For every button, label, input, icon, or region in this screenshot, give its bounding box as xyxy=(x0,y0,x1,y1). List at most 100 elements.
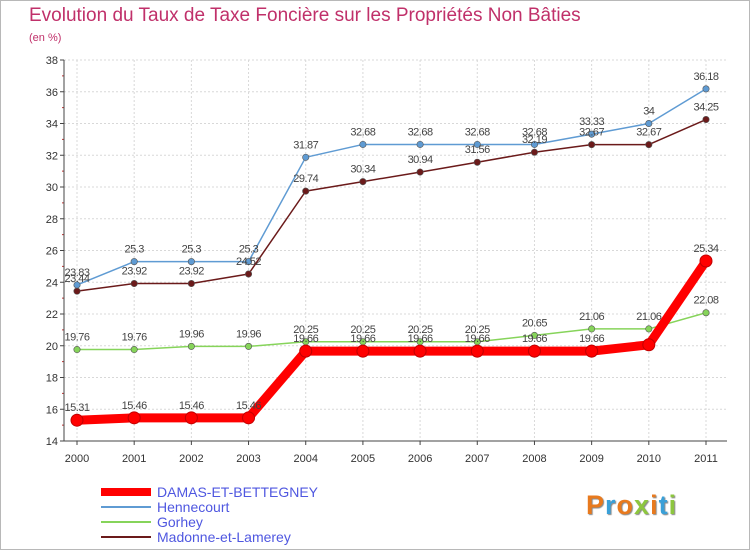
data-point xyxy=(530,140,538,148)
data-point xyxy=(473,140,481,148)
legend-label: Gorhey xyxy=(157,514,203,530)
data-label: 19.76 xyxy=(122,332,147,344)
data-point xyxy=(130,280,138,288)
x-tick-label: 2008 xyxy=(522,453,546,465)
data-point xyxy=(245,342,253,350)
data-label: 15.46 xyxy=(179,400,204,412)
data-point xyxy=(187,342,195,350)
data-point xyxy=(413,344,427,358)
data-label: 19.66 xyxy=(408,333,433,345)
data-label: 25.3 xyxy=(124,244,144,256)
data-label: 23.44 xyxy=(64,273,89,285)
y-axis-unit: (en %) xyxy=(29,32,62,44)
data-point xyxy=(73,287,81,295)
data-point xyxy=(187,280,195,288)
data-label: 24.52 xyxy=(236,256,261,268)
data-point xyxy=(702,309,710,317)
data-label: 31.56 xyxy=(465,144,490,156)
data-label: 21.06 xyxy=(636,311,661,323)
data-label: 31.87 xyxy=(293,139,318,151)
data-label: 25.34 xyxy=(693,243,718,255)
data-label: 29.74 xyxy=(293,173,318,185)
x-tick-label: 2003 xyxy=(236,453,260,465)
data-point xyxy=(588,130,596,138)
data-point xyxy=(530,331,538,339)
y-tick-label: 22 xyxy=(46,309,58,321)
data-label: 23.92 xyxy=(122,266,147,278)
legend-label: DAMAS-ET-BETTEGNEY xyxy=(157,484,319,500)
data-label: 20.25 xyxy=(465,324,490,336)
data-label: 34 xyxy=(643,106,655,118)
legend-swatch xyxy=(101,521,151,523)
series-line xyxy=(72,256,711,425)
data-label: 30.34 xyxy=(350,164,375,176)
data-label: 30.94 xyxy=(408,154,433,166)
data-label: 20.25 xyxy=(350,324,375,336)
data-point xyxy=(530,148,538,156)
legend-label: Hennecourt xyxy=(157,499,230,515)
data-label: 32.67 xyxy=(636,127,661,139)
data-point xyxy=(184,411,198,425)
data-label: 32.67 xyxy=(579,127,604,139)
data-point xyxy=(127,411,141,425)
data-point xyxy=(416,168,424,176)
x-tick-label: 2007 xyxy=(465,453,489,465)
data-point xyxy=(473,158,481,166)
data-label: 19.66 xyxy=(522,333,547,345)
data-label: 15.46 xyxy=(122,400,147,412)
y-tick-label: 34 xyxy=(46,119,58,131)
x-tick-label: 2006 xyxy=(408,453,432,465)
logo-letter: x xyxy=(634,490,651,520)
series-line xyxy=(76,311,707,351)
data-point xyxy=(359,178,367,186)
data-point xyxy=(187,258,195,266)
data-label: 19.66 xyxy=(465,333,490,345)
proxiti-logo: Proxiti xyxy=(586,490,677,521)
logo-letter: o xyxy=(616,490,635,520)
y-tick-label: 38 xyxy=(46,55,58,67)
data-point xyxy=(73,346,81,354)
data-point xyxy=(130,346,138,354)
logo-letter: i xyxy=(650,490,659,520)
data-point xyxy=(302,153,310,161)
y-tick-label: 18 xyxy=(46,373,58,385)
data-point xyxy=(702,116,710,124)
data-point xyxy=(588,141,596,149)
data-label: 19.96 xyxy=(236,328,261,340)
data-label: 23.83 xyxy=(64,267,89,279)
data-point xyxy=(642,338,656,352)
y-tick-label: 14 xyxy=(46,436,58,448)
data-label: 25.3 xyxy=(239,244,259,256)
data-point xyxy=(242,411,256,425)
data-label: 32.68 xyxy=(408,126,433,138)
series-line xyxy=(76,88,707,286)
data-label: 33.33 xyxy=(579,116,604,128)
data-label: 23.92 xyxy=(179,266,204,278)
data-label: 15.46 xyxy=(236,400,261,412)
legend-swatch xyxy=(101,536,151,538)
data-point xyxy=(588,325,596,333)
x-tick-label: 2002 xyxy=(179,453,203,465)
data-label: 19.96 xyxy=(179,328,204,340)
data-label: 32.19 xyxy=(522,134,547,146)
x-tick-label: 2001 xyxy=(122,453,146,465)
data-label: 22.08 xyxy=(693,295,718,307)
data-label: 15.31 xyxy=(64,402,89,414)
x-tick-label: 2000 xyxy=(65,453,89,465)
plot-area xyxy=(64,60,727,441)
data-point xyxy=(73,281,81,289)
data-point xyxy=(356,344,370,358)
data-point xyxy=(527,344,541,358)
y-tick-label: 24 xyxy=(46,277,58,289)
data-point xyxy=(585,344,599,358)
legend-label: Madonne-et-Lamerey xyxy=(157,529,291,545)
x-tick-label: 2004 xyxy=(293,453,317,465)
y-tick-label: 26 xyxy=(46,246,58,258)
data-point xyxy=(702,85,710,93)
data-point xyxy=(130,258,138,266)
logo-letter: P xyxy=(586,490,606,520)
data-label: 25.3 xyxy=(182,244,202,256)
y-tick-label: 16 xyxy=(46,404,58,416)
